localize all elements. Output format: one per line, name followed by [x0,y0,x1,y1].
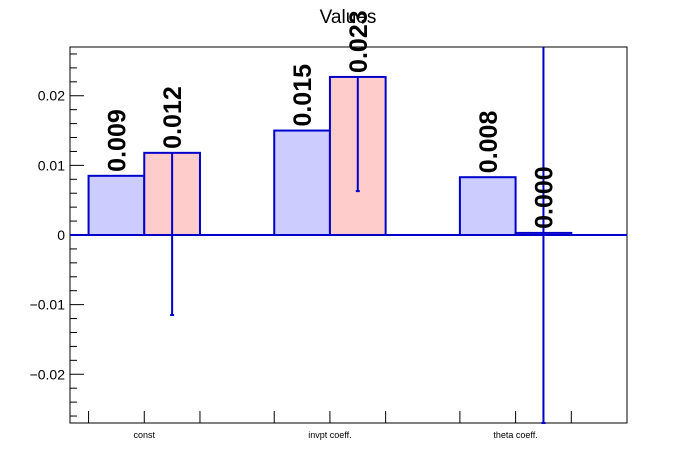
data-label: 0.023 [345,10,373,73]
data-label: 0.012 [159,86,187,149]
y-tick-label: −0.01 [30,297,66,313]
y-axis: −0.02 −0.01 0 0.01 0.02 [30,53,84,417]
data-label: 0.008 [475,111,503,174]
y-tick-label: 0.01 [38,157,65,173]
x-axis: const invpt coeff. theta coeff. [88,411,572,440]
x-tick-label: invpt coeff. [308,430,351,440]
data-label: 0.000 [530,166,558,229]
bar-series-1 [87,174,146,237]
data-label: 0.009 [103,109,131,172]
data-label: 0.015 [289,64,317,127]
x-tick-label: theta coeff. [493,430,537,440]
bar-series-1 [273,129,331,236]
x-tick-label: const [134,430,156,440]
y-tick-label: −0.02 [30,366,66,382]
y-tick-label: 0.02 [38,88,65,104]
data-labels: 0.009 0.015 0.008 0.012 0.023 0.000 [103,10,558,229]
y-tick-label: 0 [57,227,65,243]
chart-title: Values [320,7,377,28]
bar-series-1 [458,176,517,237]
